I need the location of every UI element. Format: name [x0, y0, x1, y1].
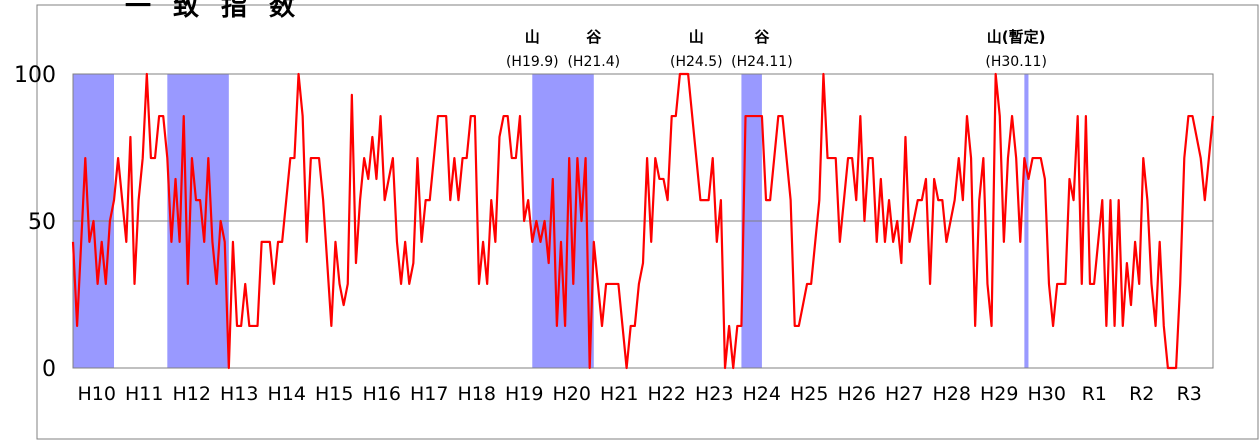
x-tick-label: H26: [838, 383, 876, 405]
annotation-date: (H30.11): [985, 54, 1047, 70]
x-tick-label: H16: [363, 383, 401, 405]
annotation-label: 山(暫定): [987, 28, 1046, 46]
x-tick-label: H21: [600, 383, 638, 405]
chart-title: 一致指数: [125, 0, 318, 22]
x-tick-label: H29: [980, 383, 1018, 405]
x-tick-label: H23: [695, 383, 733, 405]
annotation-date: (H21.4): [567, 54, 620, 70]
annotation-date: (H24.5): [670, 54, 723, 70]
y-tick-label: 50: [28, 210, 56, 235]
x-tick-label: H27: [885, 383, 923, 405]
annotation-date: (H19.9): [506, 54, 559, 70]
x-tick-label: H15: [315, 383, 353, 405]
x-tick-label: H25: [790, 383, 828, 405]
annotation-label: 山: [689, 28, 704, 46]
y-tick-label: 100: [14, 63, 56, 88]
x-tick-label: H14: [268, 383, 306, 405]
annotation-label: 谷: [754, 28, 770, 46]
x-tick-label: H17: [410, 383, 448, 405]
x-tick-label: H28: [933, 383, 971, 405]
chart-frame: [36, 4, 1259, 440]
x-tick-label: H11: [125, 383, 163, 405]
series-layer: [71, 72, 1215, 370]
y-tick-label: 0: [42, 357, 56, 382]
x-tick-label: H20: [553, 383, 591, 405]
x-tick-label: H22: [648, 383, 686, 405]
annotation-layer: 山 (H19.9) 谷 (H21.4) 山 (H24.5) 谷 (H24.11) 山(暫定) (H…: [506, 28, 1047, 70]
x-tick-label: R3: [1177, 383, 1202, 405]
x-tick-label: R1: [1082, 383, 1107, 405]
x-tick-label: H18: [458, 383, 496, 405]
annotation-label: 山: [525, 28, 540, 46]
x-tick-label: H13: [220, 383, 258, 405]
x-tick-label: H24: [743, 383, 781, 405]
annotation-date: (H24.11): [731, 54, 793, 70]
x-tick-label: R2: [1129, 383, 1154, 405]
x-tick-label: H19: [505, 383, 543, 405]
x-tick-label: H10: [78, 383, 116, 405]
series-line-index: [71, 72, 1215, 370]
x-tick-label: H30: [1028, 383, 1066, 405]
axis-layer: 0 50 100 H10 H11 H12 H13 H14 H15 H16 H17 H18 H19 H20 H…: [14, 63, 1202, 405]
x-tick-label: H12: [173, 383, 211, 405]
annotation-label: 谷: [586, 28, 602, 46]
